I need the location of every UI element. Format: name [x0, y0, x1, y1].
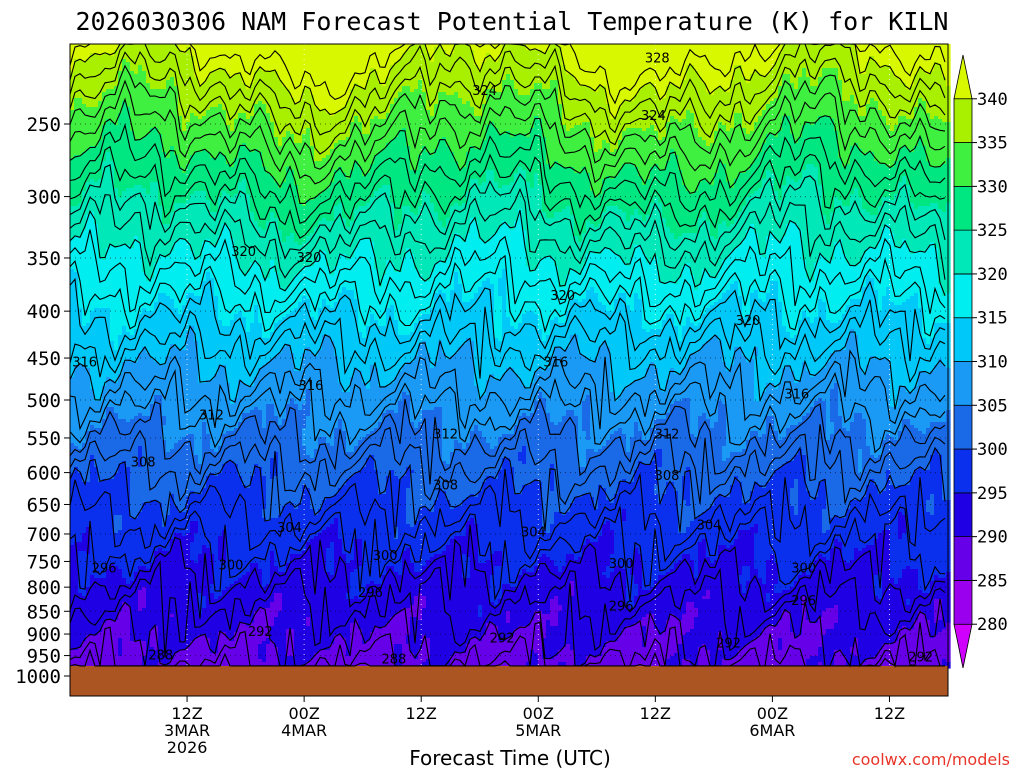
chart: 2026030306 NAM Forecast Potential Temper…: [0, 0, 1024, 768]
colorbar-swatch: [954, 537, 972, 581]
contour-label: 316: [72, 355, 97, 370]
colorbar-label: 285: [977, 571, 1008, 591]
y-tick-label: 800: [27, 577, 61, 599]
y-tick-label: 850: [27, 601, 61, 623]
colorbar-label: 295: [977, 484, 1008, 504]
colorbar-swatch: [954, 580, 972, 624]
y-axis: 2503003504004505005506006507007508008509…: [15, 114, 70, 688]
contour-label: 304: [521, 525, 546, 540]
colorbar-swatch: [954, 274, 972, 318]
colorbar-label: 290: [977, 528, 1008, 548]
contour-label: 296: [791, 594, 816, 609]
colorbar-label: 280: [977, 615, 1008, 635]
colorbar-label: 330: [977, 177, 1008, 197]
y-tick-label: 350: [27, 248, 61, 270]
contour-label: 312: [433, 427, 458, 442]
colorbar-swatch: [954, 230, 972, 274]
contour-label: 300: [373, 549, 398, 564]
colorbar-label: 305: [977, 396, 1008, 416]
contour-label: 288: [148, 649, 173, 664]
colorbar-label: 300: [977, 440, 1008, 460]
x-tick-label: 2026: [167, 738, 208, 757]
contour-label: 308: [655, 469, 680, 484]
contour-label: 324: [472, 84, 497, 99]
x-tick-label: 5MAR: [515, 721, 561, 740]
contour-label: 316: [784, 387, 809, 402]
contour-label: 300: [609, 557, 634, 572]
x-axis-label: Forecast Time (UTC): [409, 746, 611, 768]
colorbar-swatch: [954, 449, 972, 493]
y-tick-label: 250: [27, 114, 61, 136]
y-tick-label: 300: [27, 187, 61, 209]
y-tick-label: 400: [27, 301, 61, 323]
colorbar-label: 340: [977, 90, 1008, 110]
x-tick-label: 6MAR: [749, 721, 795, 740]
contour-label: 320: [736, 314, 761, 329]
y-tick-label: 600: [27, 463, 61, 485]
contour-label: 324: [641, 109, 666, 124]
contour-label: 316: [543, 355, 568, 370]
colorbar-swatch: [954, 99, 972, 143]
contour-label: 304: [697, 518, 722, 533]
contour-label: 292: [908, 651, 933, 666]
contour-label: 296: [92, 561, 117, 576]
contour-label: 320: [297, 251, 322, 266]
colorbar: 280 285 290 295 300 305 310 315 320 325 330 335 340: [954, 55, 1008, 668]
chart-title: 2026030306 NAM Forecast Potential Temper…: [76, 7, 949, 36]
contour-label: 320: [231, 245, 256, 260]
contour-label: 296: [358, 586, 383, 601]
colorbar-swatch: [954, 493, 972, 537]
y-tick-label: 950: [27, 646, 61, 668]
x-tick-label: 12Z: [874, 704, 905, 723]
y-tick-label: 450: [27, 348, 61, 370]
credit-link[interactable]: coolwx.com/models: [852, 750, 1010, 768]
colorbar-swatch: [954, 624, 972, 668]
y-tick-label: 900: [27, 624, 61, 646]
contour-label: 308: [433, 479, 458, 494]
contour-label: 304: [277, 521, 302, 536]
colorbar-label: 320: [977, 265, 1008, 285]
contour-label: 320: [550, 289, 575, 304]
colorbar-label: 335: [977, 134, 1008, 154]
x-tick-label: 4MAR: [281, 721, 327, 740]
colorbar-label: 325: [977, 221, 1008, 241]
contour-label: 312: [199, 409, 224, 424]
colorbar-swatch: [954, 143, 972, 187]
contour-label: 308: [131, 456, 156, 471]
y-tick-label: 500: [27, 390, 61, 412]
x-tick-label: 12Z: [640, 704, 671, 723]
contour-label: 296: [609, 600, 634, 615]
colorbar-swatch: [954, 186, 972, 230]
colorbar-swatch: [954, 405, 972, 449]
colorbar-swatch: [954, 318, 972, 362]
y-tick-label: 700: [27, 524, 61, 546]
colorbar-swatch: [954, 362, 972, 406]
colorbar-label: 310: [977, 353, 1008, 373]
contour-label: 300: [219, 559, 244, 574]
contour-label: 316: [299, 379, 324, 394]
colorbar-label: 315: [977, 309, 1008, 329]
x-tick-label: 12Z: [406, 704, 437, 723]
y-tick-label: 750: [27, 551, 61, 573]
contour-label: 312: [655, 427, 680, 442]
y-tick-label: 1000: [15, 666, 61, 688]
contour-label: 300: [791, 561, 816, 576]
y-tick-label: 550: [27, 428, 61, 450]
contour-label: 292: [248, 625, 273, 640]
contour-label: 292: [716, 637, 741, 652]
y-tick-label: 650: [27, 494, 61, 516]
ground-below-surface: [70, 666, 948, 696]
colorbar-swatch: [954, 55, 972, 99]
contour-label: 292: [490, 631, 515, 646]
contour-label: 288: [381, 653, 406, 668]
contour-label: 328: [645, 51, 670, 66]
